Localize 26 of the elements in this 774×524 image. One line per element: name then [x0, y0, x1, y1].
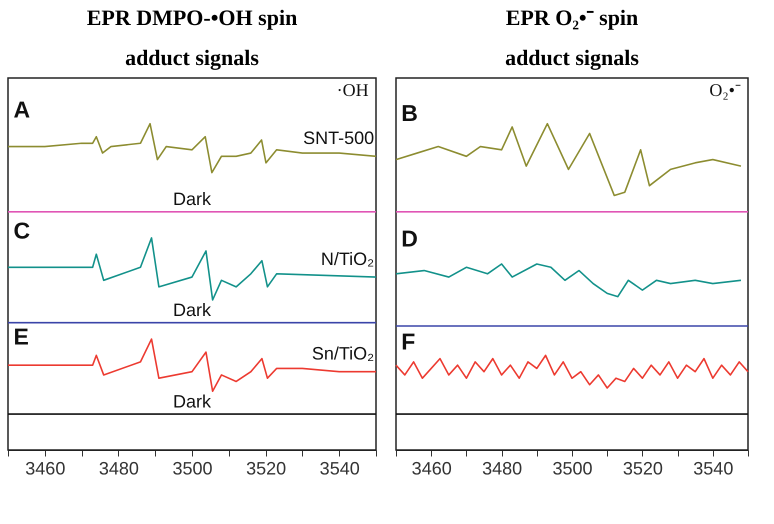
annotation: F	[401, 328, 416, 354]
annotation: E	[14, 323, 29, 350]
annotation: C	[14, 217, 30, 244]
chart-title: EPR DMPO-•OH spin adduct signals	[86, 5, 298, 70]
text: A	[14, 96, 30, 123]
x-tick-label: 3480	[482, 458, 522, 478]
annotation: D	[401, 226, 418, 252]
x-tick-label: 3460	[25, 458, 66, 478]
series-label: Dark	[172, 189, 212, 210]
x-tick-label: 3540	[693, 458, 734, 478]
x-tick-label: 3500	[172, 458, 213, 478]
series-label: SNT-500	[303, 128, 374, 148]
series-label: Sn/TiO₂	[312, 344, 374, 364]
x-tick-label: 3520	[622, 458, 663, 478]
x-tick-label: 3520	[246, 458, 286, 478]
x-tick-label: 3540	[320, 458, 360, 478]
text: ·OH	[336, 80, 369, 100]
x-tick-label: 3500	[552, 458, 593, 478]
series-label: N/TiO₂	[320, 248, 374, 269]
x-tick-label: 3480	[98, 458, 139, 478]
series-label: Dark	[172, 300, 212, 320]
x-tick-label: 3460	[412, 458, 452, 478]
series-label: Dark	[172, 391, 212, 412]
annotation: B	[401, 100, 418, 126]
chart-title: EPR O₂•⁻ spin adduct signals	[505, 5, 640, 70]
text: O₂•⁻	[709, 80, 741, 100]
